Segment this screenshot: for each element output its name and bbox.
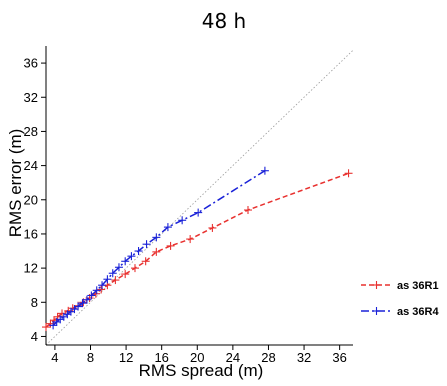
legend-label-as-36r4: as 36R4 (397, 306, 439, 318)
data-point-as-36r4 (78, 299, 87, 308)
x-tick-label: 20 (190, 350, 204, 365)
data-point-as-36r1 (121, 270, 130, 279)
legend-label-as-36r1: as 36R1 (397, 280, 439, 292)
diagonal-reference-line (45, 49, 354, 346)
x-axis-title: RMS spread (m) (139, 361, 264, 380)
data-point-as-36r4 (178, 216, 187, 225)
y-tick-label: 16 (24, 226, 38, 241)
data-point-as-36r4 (108, 269, 117, 278)
data-point-as-36r4 (103, 275, 112, 284)
data-point-as-36r1 (208, 223, 217, 232)
y-tick-label: 20 (24, 192, 38, 207)
data-point-as-36r4 (127, 252, 136, 261)
series-line-as-36r1 (45, 172, 349, 328)
legend-marker-as-36r1 (372, 281, 381, 289)
y-tick-label: 24 (24, 158, 38, 173)
data-point-as-36r4 (134, 247, 143, 256)
data-point-as-36r1 (97, 285, 106, 294)
data-point-as-36r1 (344, 169, 353, 178)
data-point-as-36r4 (74, 302, 83, 311)
data-point-as-36r1 (141, 257, 150, 266)
data-point-as-36r4 (92, 286, 101, 295)
data-point-as-36r4 (260, 166, 269, 175)
data-point-as-36r4 (194, 208, 203, 217)
x-tick-label: 8 (87, 350, 94, 365)
series-line-as-36r4 (52, 170, 266, 326)
data-point-as-36r4 (152, 233, 161, 242)
legend-marker-as-36r4 (372, 307, 381, 315)
y-axis-title: RMS error (m) (6, 129, 25, 238)
data-point-as-36r1 (42, 323, 50, 332)
x-tick-label: 28 (261, 350, 275, 365)
data-point-as-36r4 (49, 321, 58, 330)
data-point-as-36r1 (111, 276, 120, 285)
y-tick-label: 8 (31, 295, 38, 310)
data-point-as-36r1 (152, 247, 161, 256)
y-tick-label: 32 (24, 90, 38, 105)
x-tick-label: 16 (154, 350, 168, 365)
data-point-as-36r1 (243, 206, 252, 215)
x-tick-label: 4 (51, 350, 58, 365)
y-tick-label: 36 (24, 56, 38, 71)
y-tick-label: 28 (24, 124, 38, 139)
chart-title: 48 h (202, 9, 246, 33)
x-tick-label: 36 (332, 350, 346, 365)
data-point-as-36r4 (98, 281, 107, 290)
data-point-as-36r4 (121, 257, 130, 266)
data-point-as-36r1 (166, 241, 175, 250)
data-point-as-36r4 (82, 295, 91, 304)
x-tick-label: 32 (297, 350, 311, 365)
x-tick-label: 12 (119, 350, 133, 365)
data-point-as-36r4 (163, 223, 172, 232)
plot-area: 4 8 12 16 20 24 28 32 36 4 8 12 16 20 24 28 32 36 (24, 46, 354, 365)
y-tick-label: 4 (31, 329, 38, 344)
data-point-as-36r1 (130, 264, 139, 273)
data-point-as-36r4 (87, 291, 96, 300)
data-point-as-36r1 (58, 309, 67, 318)
x-tick-label: 24 (226, 350, 240, 365)
data-point-as-36r4 (142, 240, 151, 249)
y-tick-label: 12 (24, 261, 38, 276)
data-point-as-36r4 (114, 263, 123, 272)
data-point-as-36r1 (186, 235, 195, 244)
legend: as 36R1 as 36R4 (361, 280, 439, 318)
